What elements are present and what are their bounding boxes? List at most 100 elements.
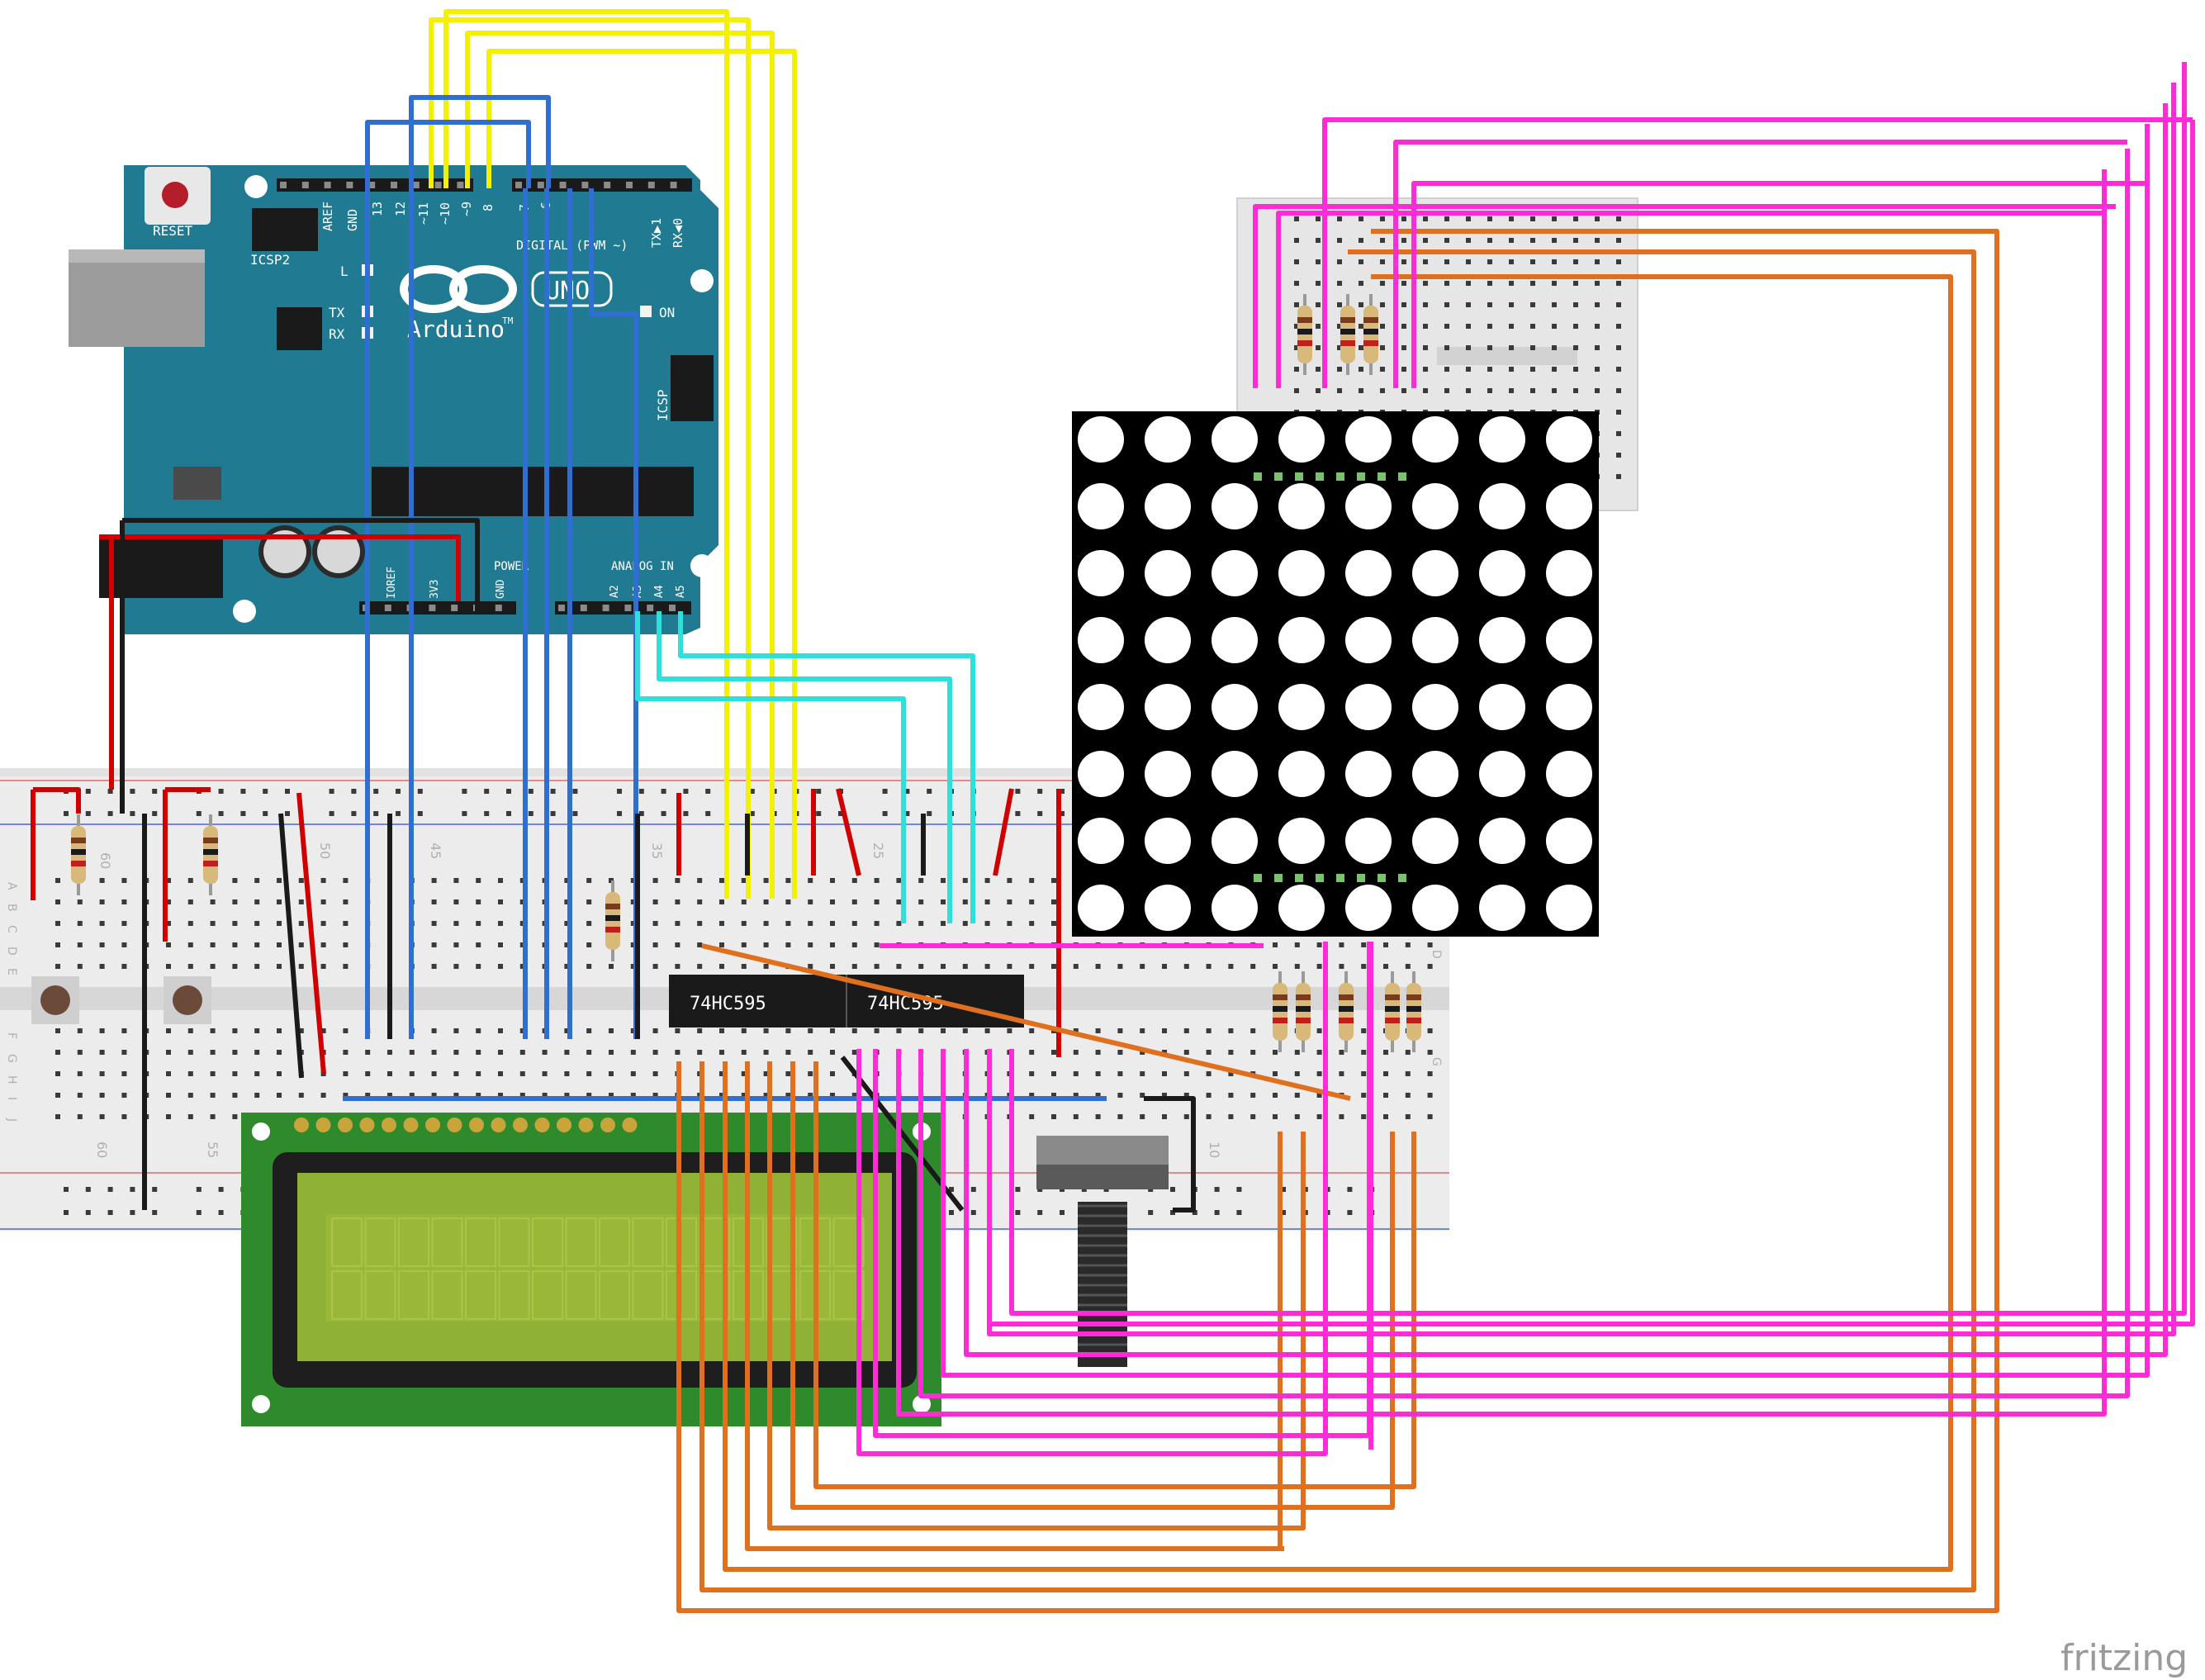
breadboard-row-letters: A B C D E F G H I J D G [5, 882, 1443, 1122]
breadboard-hole [1095, 1093, 1101, 1098]
breadboard-hole [166, 964, 171, 969]
breadboard-hole [763, 921, 769, 926]
led-dot [1278, 818, 1325, 864]
pin-label-3v3: 3V3 [429, 580, 441, 599]
rail-hole [107, 1187, 113, 1192]
breadboard-hole [1250, 964, 1256, 969]
breadboard-hole [1316, 1093, 1322, 1098]
rail-hole [373, 811, 379, 816]
matrix-pin [1316, 874, 1324, 882]
lcd-char-cell [832, 1270, 865, 1320]
col-number-55: 55 [205, 1141, 220, 1158]
breadboard-hole [586, 899, 592, 904]
breadboard-hole [1095, 1114, 1101, 1119]
breadboard-hole [962, 899, 968, 904]
breadboard-hole [697, 878, 703, 883]
breadboard-hole [874, 878, 880, 883]
breadboard-hole [453, 964, 459, 969]
breadboard-hole [1228, 1028, 1234, 1033]
breadboard-hole [365, 1093, 371, 1098]
breadboard-hole [476, 942, 481, 947]
breadboard-hole [1007, 921, 1012, 926]
breadboard-hole [166, 1028, 171, 1033]
breadboard-hole [298, 964, 304, 969]
led-dot [1546, 416, 1592, 463]
push-buttons[interactable] [31, 976, 211, 1024]
breadboard-hole [431, 964, 437, 969]
row-letter-i: I [5, 1097, 18, 1100]
pin-label-gnd: GND [345, 209, 360, 231]
breadboard-hole [1487, 216, 1492, 221]
breadboard-hole [1380, 281, 1385, 286]
breadboard-hole [808, 1028, 813, 1033]
breadboard-hole [254, 878, 260, 883]
breadboard-hole [984, 878, 990, 883]
potentiometer[interactable] [1036, 1136, 1169, 1367]
wire-cyan [635, 611, 906, 923]
matrix-pin [1316, 472, 1324, 481]
breadboard-hole [1444, 367, 1449, 372]
breadboard-hole [277, 1071, 282, 1076]
breadboard-hole [121, 1028, 127, 1033]
breadboard-hole [763, 1050, 769, 1055]
breadboard-hole [343, 921, 349, 926]
rail-hole [749, 811, 755, 816]
breadboard-hole [697, 942, 703, 947]
resistor-band [1385, 994, 1400, 1000]
breadboard-hole [1228, 1050, 1234, 1055]
breadboard-hole [1337, 345, 1342, 350]
breadboard-hole [1595, 324, 1600, 329]
breadboard-hole [387, 1050, 392, 1055]
breadboard-hole [763, 878, 769, 883]
breadboard-hole [55, 1050, 60, 1055]
breadboard-hole [1380, 367, 1385, 372]
col-number-60: 60 [97, 852, 113, 869]
breadboard-hole [896, 1028, 902, 1033]
breadboard-hole [1095, 964, 1101, 969]
breadboard-hole [1162, 964, 1167, 969]
breadboard-hole [697, 899, 703, 904]
led-dot [1479, 818, 1525, 864]
breadboard-hole [519, 964, 525, 969]
rail-hole [949, 1187, 954, 1192]
rail-hole [1281, 1210, 1286, 1215]
led-dot [1145, 684, 1191, 730]
breadboard-hole [453, 1093, 459, 1098]
breadboard-hole [409, 1071, 415, 1076]
breadboard-hole [586, 921, 592, 926]
breadboard-hole [1250, 1114, 1256, 1119]
breadboard-hole [984, 899, 990, 904]
breadboard-hole [232, 1050, 238, 1055]
lcd-char-cell [398, 1217, 429, 1267]
breadboard-hole [1029, 878, 1035, 883]
breadboard-hole [365, 1050, 371, 1055]
breadboard-hole [1140, 1028, 1145, 1033]
led-dot [1278, 483, 1325, 529]
breadboard-hole [1595, 259, 1600, 264]
breadboard-hole [1509, 259, 1514, 264]
led-dot [1345, 818, 1392, 864]
header-labels: AREF GND 13 12 ~11 ~10 ~9 8 7 ~6 TX▶1 RX… [320, 202, 685, 248]
breadboard-hole [1073, 1050, 1079, 1055]
breadboard-hole [1444, 281, 1449, 286]
breadboard-hole [166, 1050, 171, 1055]
breadboard-hole [1405, 942, 1411, 947]
breadboard-hole [1530, 259, 1535, 264]
breadboard-hole [99, 1028, 105, 1033]
rail-hole [1192, 1210, 1197, 1215]
breadboard-hole [1206, 1050, 1212, 1055]
lcd-pin [600, 1118, 615, 1132]
wire-magenta [896, 169, 2107, 1417]
breadboard-hole [1361, 1093, 1367, 1098]
matrix-pin [1274, 874, 1283, 882]
breadboard-hole [210, 921, 216, 926]
breadboard-hole [1423, 345, 1428, 350]
resistor-band [1297, 329, 1312, 335]
breadboard-hole [1423, 367, 1428, 372]
breadboard-hole [1273, 942, 1278, 947]
breadboard-hole [1337, 216, 1342, 221]
breadboard-hole [99, 878, 105, 883]
breadboard-hole [741, 1050, 747, 1055]
breadboard-hole [1530, 345, 1535, 350]
led-dot [1345, 550, 1392, 596]
